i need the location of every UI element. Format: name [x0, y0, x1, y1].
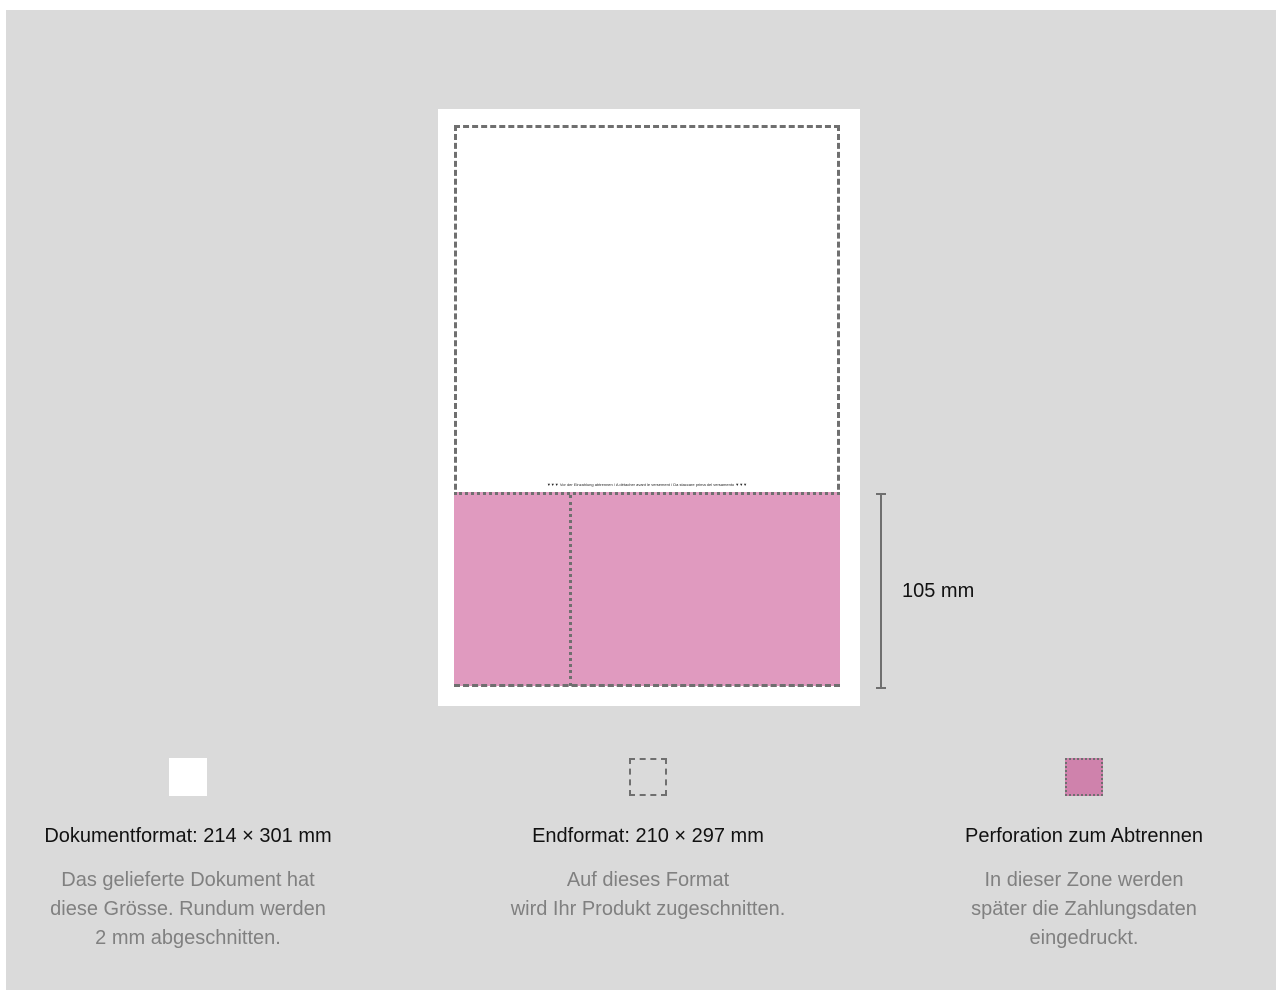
legend-description: Auf dieses Format wird Ihr Produkt zuges…	[468, 866, 828, 924]
perforation-vertical	[569, 495, 572, 686]
legend-desc-line: später die Zahlungsdaten	[971, 898, 1197, 920]
legend-title: Dokumentformat: 214 × 301 mm	[44, 825, 332, 847]
legend-title: Endformat: 210 × 297 mm	[532, 825, 764, 847]
legend-document-format: Dokumentformat: 214 × 301 mm Das geliefe…	[8, 758, 368, 953]
diagram-canvas: ▼▼▼ Vor der Einzahlung abtrennen / A dét…	[6, 10, 1276, 990]
legend-final-format: Endformat: 210 × 297 mm Auf dieses Forma…	[468, 758, 828, 924]
legend-description: In dieser Zone werden später die Zahlung…	[904, 866, 1264, 953]
legend-desc-line: wird Ihr Produkt zugeschnitten.	[510, 898, 786, 920]
dimension-marker	[876, 493, 886, 689]
trim-line-bottom	[454, 684, 840, 687]
legend-desc-line: eingedruckt.	[1029, 927, 1139, 949]
legend-title: Perforation zum Abtrennen	[965, 825, 1203, 847]
dimension-bar	[880, 493, 882, 689]
payment-slip-zone	[454, 492, 840, 686]
dashed-square-icon	[629, 758, 667, 796]
legend-desc-line: 2 mm abgeschnitten.	[95, 927, 281, 949]
legend-desc-line: diese Grösse. Rundum werden	[50, 898, 326, 920]
document-sheet: ▼▼▼ Vor der Einzahlung abtrennen / A dét…	[438, 109, 860, 706]
white-square-icon	[169, 758, 207, 796]
legend-desc-line: Das gelieferte Dokument hat	[61, 869, 315, 891]
dimension-label: 105 mm	[902, 580, 975, 602]
detach-note: ▼▼▼ Vor der Einzahlung abtrennen / A dét…	[546, 482, 748, 487]
legend-perforation: Perforation zum Abtrennen In dieser Zone…	[904, 758, 1264, 953]
legend-desc-line: In dieser Zone werden	[984, 869, 1184, 891]
legend-description: Das gelieferte Dokument hat diese Grösse…	[8, 866, 368, 953]
legend-desc-line: Auf dieses Format	[566, 869, 730, 891]
pink-dotted-square-icon	[1065, 758, 1103, 796]
dimension-tick-bottom	[876, 687, 886, 689]
perforation-horizontal	[454, 492, 840, 495]
